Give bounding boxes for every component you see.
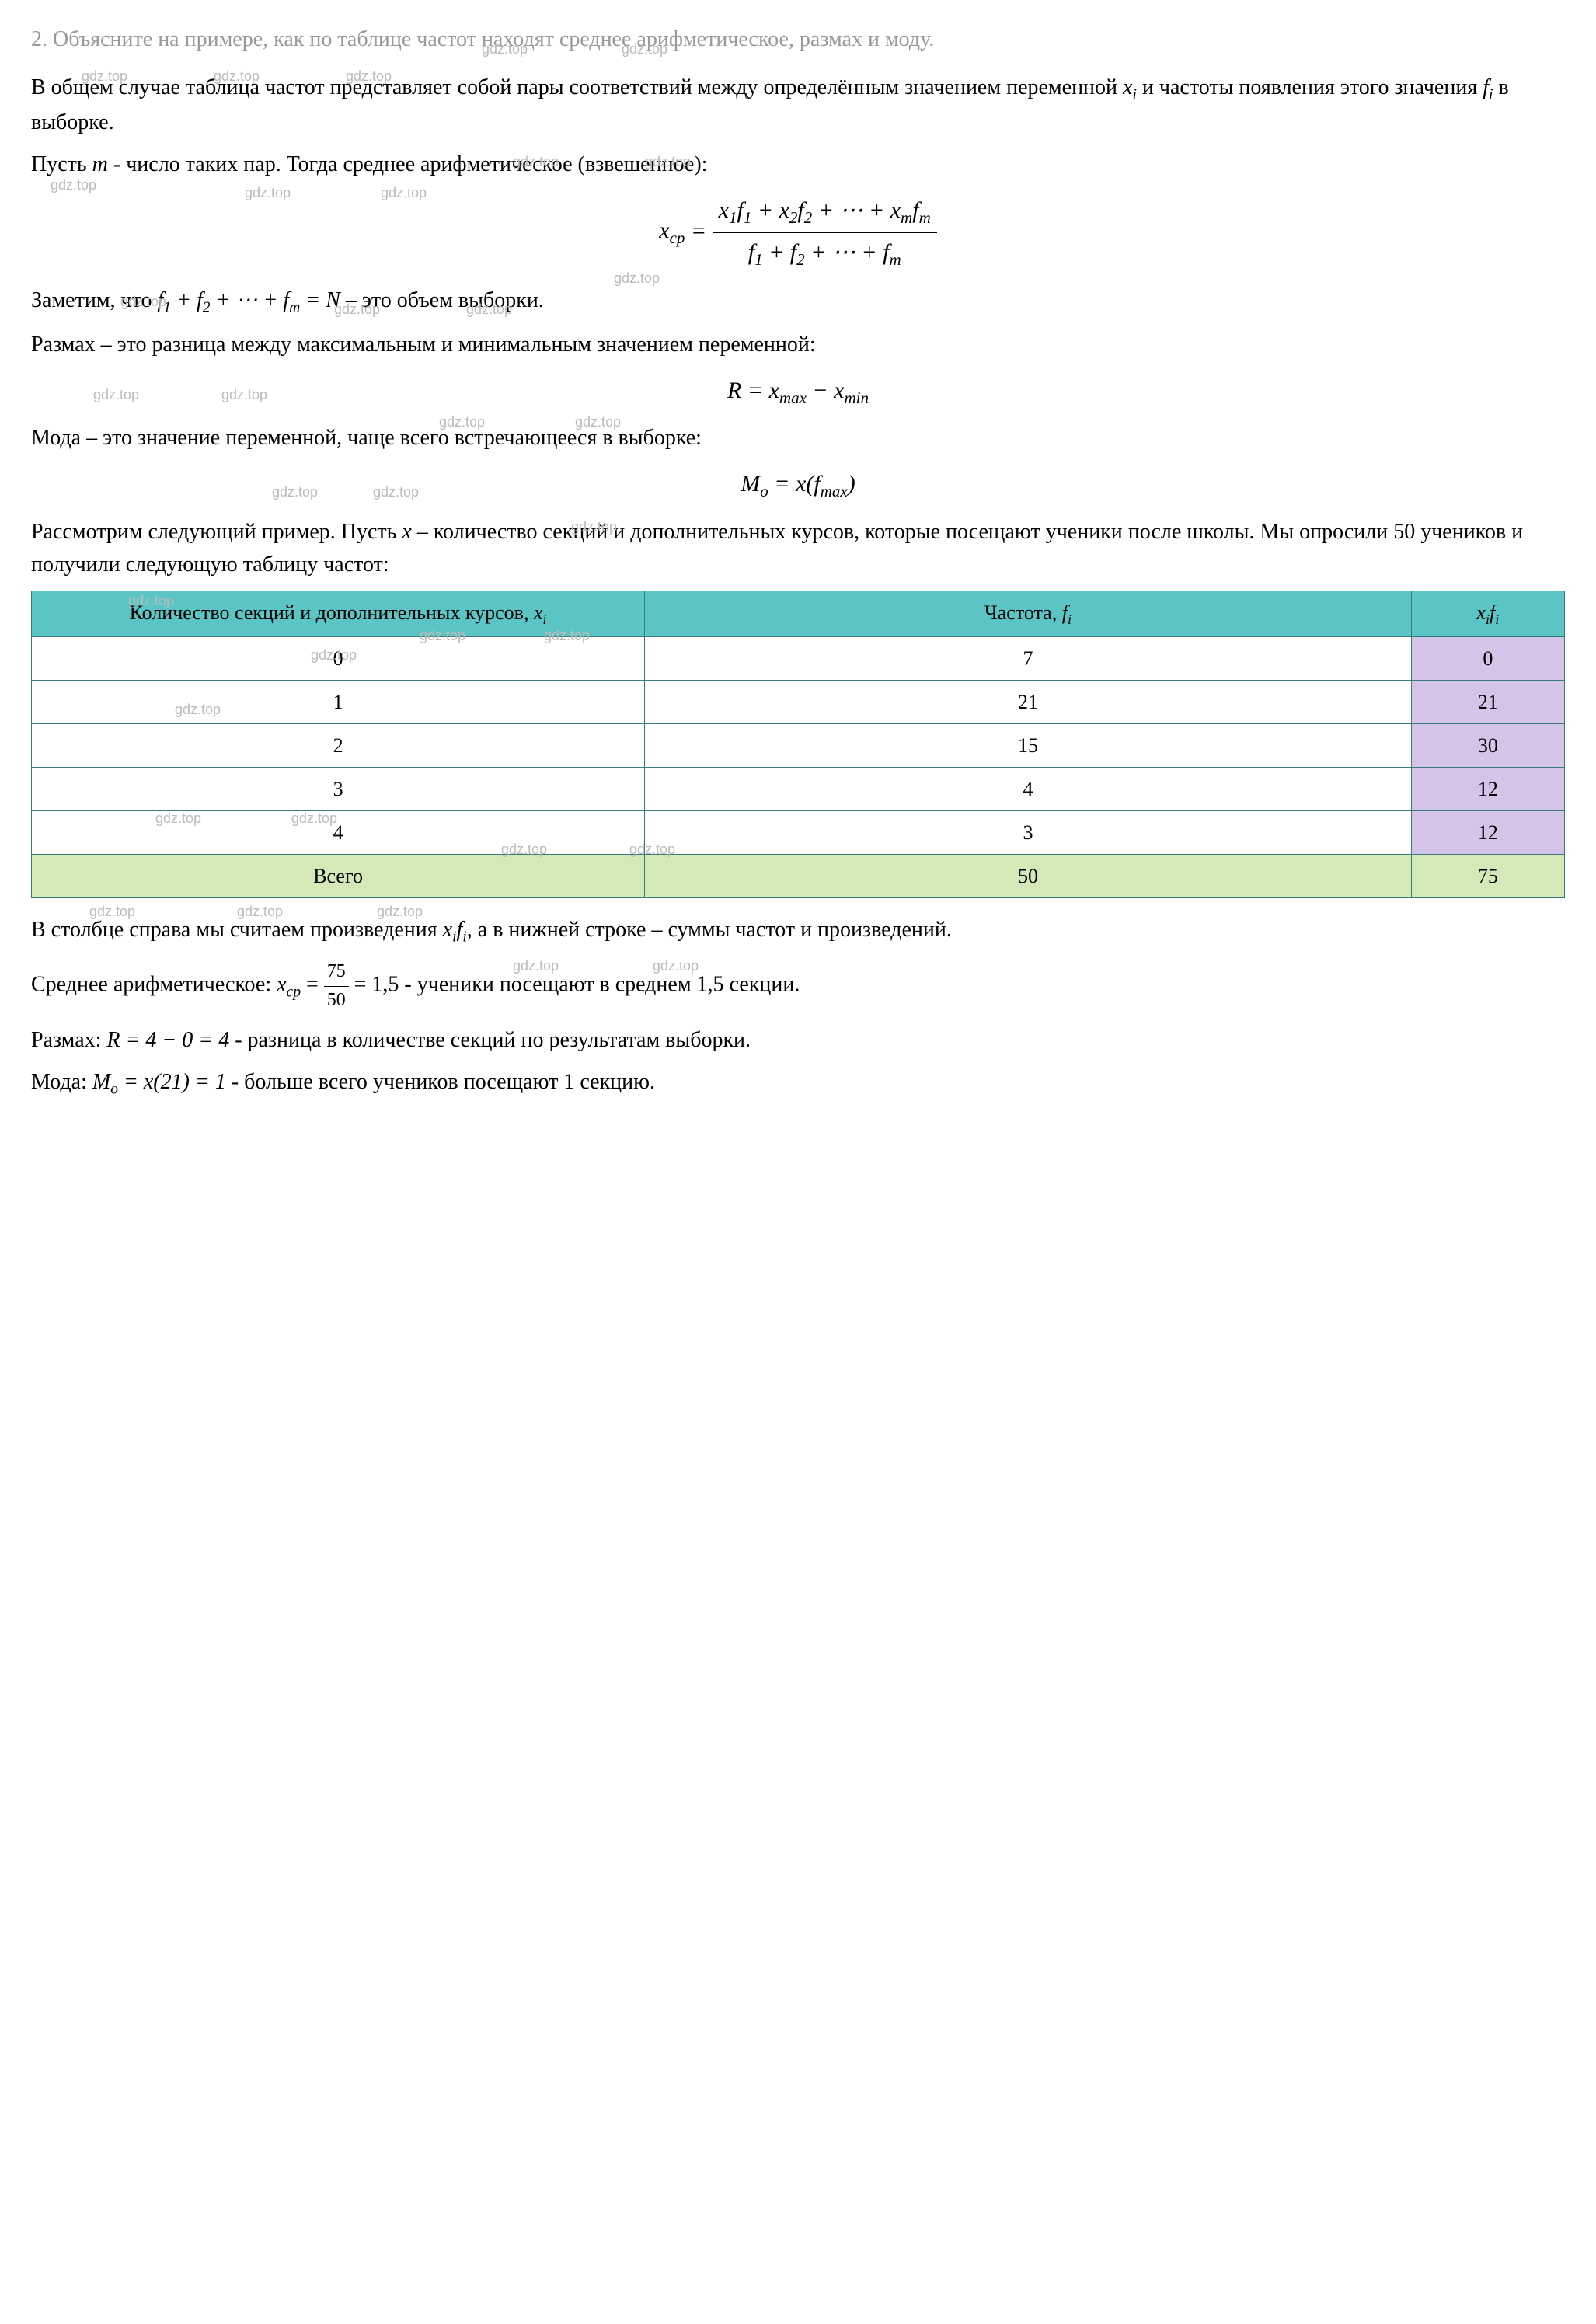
formula-range: R = xmax − xmin [31,373,1565,411]
cell: 12 [1411,811,1564,855]
paragraph-8: Среднее арифметическое: xср = 7550 = 1,5… [31,958,1565,1014]
p9-formula: R = 4 − 0 = 4 [106,1028,229,1052]
p6-var: x [402,520,411,544]
table-header-row: Количество секций и дополнительных курсо… [32,591,1565,636]
cell: 3 [645,811,1412,855]
f1-num: x1f1 + x2f2 + ⋯ + xmfm [713,193,937,234]
table-row: 2 15 30 [32,724,1565,768]
p2-suffix: - число таких пар. Тогда среднее арифмет… [108,152,708,176]
p8-num: 75 [324,958,349,987]
table-row: 3 4 12 [32,768,1565,811]
p3-suffix: – это объем выборки. [340,288,544,312]
p10-label: Мода: [31,1070,92,1094]
paragraph-2: Пусть m - число таких пар. Тогда среднее… [31,148,1565,181]
p9-suffix: - разница в количестве секций по результ… [229,1028,751,1052]
p1-var2: fi [1483,75,1493,99]
cell: 3 [32,768,645,811]
p1-mid: и частоты появления этого значения [1137,75,1483,99]
frequency-table: Количество секций и дополнительных курсо… [31,591,1565,898]
cell: 2 [32,724,645,768]
p1-var1: xi [1123,75,1137,99]
formula-mode: Mo = x(fmax) [31,466,1565,504]
cell: 0 [1411,637,1564,681]
p8-label: Среднее арифметическое: [31,973,277,997]
document-content: 2. Объясните на примере, как по таблице … [31,23,1565,1101]
header-col1: Количество секций и дополнительных курсо… [32,591,645,636]
f1-fraction: x1f1 + x2f2 + ⋯ + xmfmf1 + f2 + ⋯ + fm [713,193,937,273]
p2-var: m [92,152,108,176]
header-col3: xifi [1411,591,1564,636]
p3-prefix: Заметим, что [31,288,158,312]
p2-prefix: Пусть [31,152,92,176]
p9-label: Размах: [31,1028,106,1052]
paragraph-4: Размах – это разница между максимальным … [31,329,1565,361]
cell: 21 [1411,681,1564,724]
paragraph-9: Размах: R = 4 − 0 = 4 - разница в количе… [31,1024,1565,1057]
cell: Всего [32,855,645,898]
p3-formula: f1 + f2 + ⋯ + fm = N [158,288,340,312]
cell: 0 [32,637,645,681]
f1-eq: = [685,218,712,243]
p8-den: 50 [324,987,349,1015]
paragraph-7: В столбце справа мы считаем произведения… [31,914,1565,949]
p7-prefix: В столбце справа мы считаем произведения [31,918,443,942]
f1-den: f1 + f2 + ⋯ + fm [713,233,937,273]
cell: 12 [1411,768,1564,811]
cell: 4 [32,811,645,855]
p8-eq: = [301,973,324,997]
question-text: 2. Объясните на примере, как по таблице … [31,23,1565,56]
p7-var: xifi [443,918,467,942]
p8-fraction: 7550 [324,958,349,1014]
table-total-row: Всего 50 75 [32,855,1565,898]
table-row: 4 3 12 [32,811,1565,855]
cell: 7 [645,637,1412,681]
paragraph-5: Мода – это значение переменной, чаще все… [31,422,1565,455]
formula-mean: xср = x1f1 + x2f2 + ⋯ + xmfmf1 + f2 + ⋯ … [31,193,1565,273]
cell: 15 [645,724,1412,768]
cell: 21 [645,681,1412,724]
cell: 4 [645,768,1412,811]
cell: 50 [645,855,1412,898]
header-col2: Частота, fi [645,591,1412,636]
paragraph-6: Рассмотрим следующий пример. Пусть x – к… [31,516,1565,581]
paragraph-10: Мода: Mo = x(21) = 1 - больше всего учен… [31,1066,1565,1101]
p10-formula: Mo = x(21) = 1 [92,1070,226,1094]
f1-left: xср [659,218,685,243]
table-row: 0 7 0 [32,637,1565,681]
cell: 1 [32,681,645,724]
p8-var: xср [277,973,301,997]
p10-suffix: - больше всего учеников посещают 1 секци… [226,1070,655,1094]
paragraph-1: В общем случае таблица частот представля… [31,71,1565,139]
p7-suffix: , а в нижней строке – суммы частот и про… [467,918,952,942]
p8-result: = 1,5 - ученики посещают в среднем 1,5 с… [349,973,800,997]
p1-prefix: В общем случае таблица частот представля… [31,75,1123,99]
cell: 30 [1411,724,1564,768]
cell: 75 [1411,855,1564,898]
table-row: 1 21 21 [32,681,1565,724]
paragraph-3: Заметим, что f1 + f2 + ⋯ + fm = N – это … [31,284,1565,319]
p6-prefix: Рассмотрим следующий пример. Пусть [31,520,402,544]
